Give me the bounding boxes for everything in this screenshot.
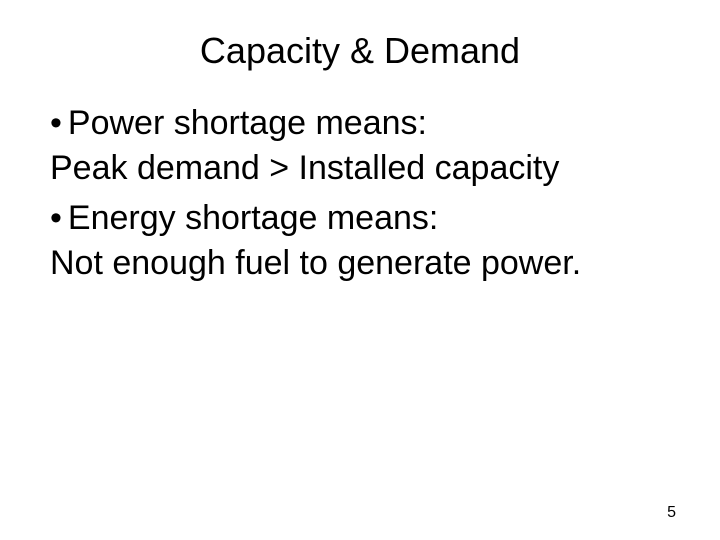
bullet-icon: • [50,197,62,240]
continuation-text-1: Peak demand > Installed capacity [50,147,680,190]
slide-title: Capacity & Demand [40,30,680,72]
bullet-text-1: Power shortage means: [68,102,427,145]
bullet-text-2: Energy shortage means: [68,197,438,240]
bullet-item-1: • Power shortage means: [50,102,680,145]
page-number: 5 [667,504,676,522]
bullet-icon: • [50,102,62,145]
bullet-item-2: • Energy shortage means: [50,197,680,240]
slide-content: • Power shortage means: Peak demand > In… [40,102,680,284]
continuation-text-2: Not enough fuel to generate power. [50,242,680,285]
slide-container: Capacity & Demand • Power shortage means… [0,0,720,540]
